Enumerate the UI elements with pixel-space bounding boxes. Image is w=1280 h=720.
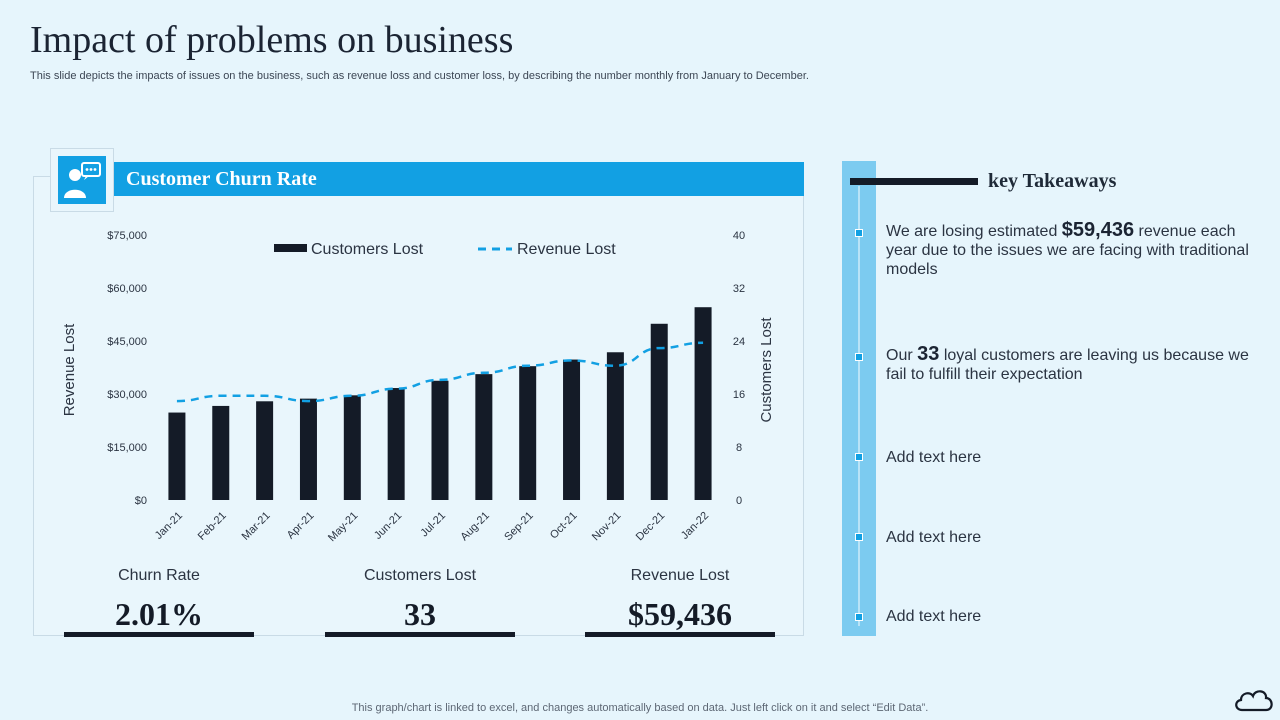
y-left-tick-label: $60,000 [107,283,147,295]
bar-customers-lost [299,398,317,500]
page-title: Impact of problems on business [30,19,514,61]
takeaway-bullet [855,613,863,621]
y-right-axis-label: Customers Lost [758,317,775,423]
x-tick-label: Jan-22 [679,510,711,542]
panel-title: Customer Churn Rate [126,168,317,190]
x-tick-label: Jun-21 [372,510,404,542]
legend-label-revenue-lost: Revenue Lost [517,241,616,258]
bar-customers-lost [650,323,668,500]
bar-customers-lost [519,366,537,500]
bar-customers-lost [168,412,186,500]
x-tick-label: Jul-21 [418,510,448,540]
y-left-tick-label: $30,000 [107,389,147,401]
metric-value-customers-lost: 33 [404,596,436,632]
takeaway-text: Add text here [886,529,982,546]
metric-label-revenue-lost: Revenue Lost [630,567,730,584]
x-tick-label: Nov-21 [590,510,624,544]
x-tick-label: Jan-21 [153,510,185,542]
metric-underline [325,632,515,637]
customer-presentation-icon [58,156,106,204]
bar-customers-lost [343,395,361,500]
bar-customers-lost [431,380,449,500]
page-subtitle: This slide depicts the impacts of issues… [30,70,809,82]
x-tick-label: Mar-21 [240,510,273,543]
metric-underline [64,632,254,637]
takeaway-item-2: Our 33 loyal customers are leaving us be… [886,343,1256,384]
x-tick-label: May-21 [326,510,360,544]
takeaway-text: We are losing estimated [886,223,1062,240]
legend-swatch-customers-lost [274,244,307,252]
legend-label-customers-lost: Customers Lost [311,241,424,258]
y-right-tick-label: 40 [733,230,745,242]
metric-value-churn-rate: 2.01% [115,596,203,632]
panel-header: Customer Churn Rate [112,162,804,196]
bar-customers-lost [606,352,624,500]
y-left-tick-label: $0 [135,495,147,507]
metric-label-customers-lost: Customers Lost [363,567,477,584]
metric-label-churn-rate: Churn Rate [118,567,200,584]
cloud-icon [1235,690,1273,712]
metric-value-revenue-lost: $59,436 [628,596,732,632]
panel-icon-box [50,148,114,212]
takeaway-item-4: Add text here [886,528,1256,547]
y-right-tick-label: 24 [733,336,745,348]
takeaway-item-3: Add text here [886,448,1256,467]
takeaway-bullet [855,533,863,541]
x-tick-label: Oct-21 [548,510,580,542]
y-left-axis-label: Revenue Lost [61,323,78,416]
line-revenue-lost [176,341,704,403]
bar-customers-lost [387,388,405,500]
bar-customers-lost [256,401,274,500]
y-left-tick-label: $75,000 [107,230,147,242]
takeaways-title: key Takeaways [988,170,1117,192]
bar-customers-lost [212,405,230,500]
y-left-tick-label: $45,000 [107,336,147,348]
metric-underline [585,632,775,637]
bar-customers-lost [563,359,581,500]
takeaway-text: Add text here [886,449,982,466]
takeaway-text: revenue each year due to the issues we a… [886,223,1249,278]
takeaways-title-bar [850,178,978,185]
x-tick-label: Aug-21 [458,510,492,544]
x-tick-label: Feb-21 [196,510,229,543]
y-right-tick-label: 32 [733,283,745,295]
takeaway-item-5: Add text here [886,607,1256,626]
takeaway-text: Our [886,347,918,364]
churn-chart: $0 $15,000 $30,000 $45,000 $60,000 $75,000 0 8 1… [61,230,775,544]
y-right-tick-label: 16 [733,389,745,401]
takeaway-highlight: $59,436 [1061,219,1135,241]
y-right-tick-label: 8 [736,442,742,454]
takeaway-bullet [855,353,863,361]
takeaway-bullet [855,229,863,237]
y-left-tick-label: $15,000 [107,442,147,454]
takeaway-text: Add text here [886,608,982,625]
takeaway-bullet [855,453,863,461]
chart-panel [33,176,804,636]
x-tick-label: Dec-21 [634,510,668,544]
x-tick-label: Sep-21 [502,510,536,544]
footer-note: This graph/chart is linked to excel, and… [351,702,929,714]
takeaway-item-1: We are losing estimated $59,436 revenue … [886,219,1256,279]
bar-customers-lost [694,307,712,500]
takeaways-timeline [858,186,860,626]
y-right-tick-label: 0 [736,495,742,507]
x-tick-label: Apr-21 [285,510,317,542]
takeaway-text: loyal customers are leaving us because w… [886,347,1249,383]
takeaway-highlight: 33 [917,343,940,365]
bar-customers-lost [475,374,493,500]
